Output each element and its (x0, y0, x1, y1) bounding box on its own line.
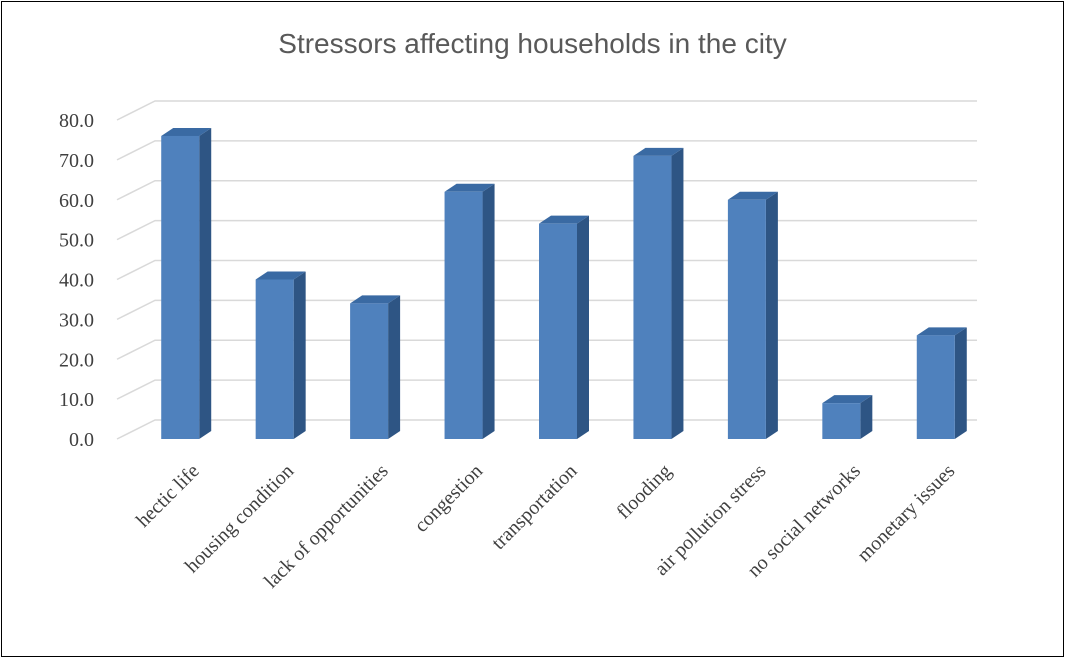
bar (539, 215, 589, 439)
y-tick-label: 10.0 (59, 389, 94, 411)
chart-title: Stressors affecting households in the ci… (278, 28, 787, 59)
y-tick-label: 40.0 (59, 270, 94, 292)
y-tick-label: 20.0 (59, 349, 94, 371)
x-category-label: transportation (487, 460, 581, 554)
bar-side (954, 327, 967, 439)
bar (633, 147, 684, 439)
gridline (116, 259, 977, 281)
bar-top (916, 327, 967, 336)
gridline (116, 219, 977, 241)
bar-front (727, 199, 766, 439)
gridline (116, 339, 977, 360)
bar-top (255, 271, 306, 280)
bar (916, 327, 967, 439)
bar-side (577, 215, 589, 439)
bar (255, 271, 306, 439)
bar-top (633, 147, 684, 156)
bar-side (482, 183, 495, 439)
gridline (116, 379, 977, 400)
bar (727, 191, 778, 439)
bar-side (199, 127, 212, 439)
bar-front (633, 155, 672, 439)
bar-front (161, 135, 200, 439)
bar-top (822, 395, 873, 404)
y-axis-ticks: 0.0 10.0 20.0 30.0 40.0 50.0 60.0 70.0 80.0 (59, 110, 94, 451)
bar-front (255, 279, 294, 439)
y-tick-label: 80.0 (59, 110, 94, 132)
gridline (116, 419, 977, 440)
bar-top (539, 215, 589, 224)
bar-top (444, 183, 495, 192)
bar-front (539, 223, 577, 439)
bar-front (444, 191, 483, 439)
bar-front (350, 303, 389, 439)
y-tick-label: 50.0 (59, 230, 94, 252)
y-tick-label: 30.0 (59, 309, 94, 331)
bar-top (161, 127, 212, 136)
bar-side (388, 295, 401, 439)
x-category-label: congestion (410, 460, 487, 537)
x-category-label: hectic life (132, 460, 204, 532)
y-tick-label: 70.0 (59, 150, 94, 172)
gridlines (116, 100, 977, 440)
bar-top (350, 295, 401, 304)
y-tick-label: 0.0 (69, 429, 94, 451)
bar-side (293, 271, 306, 439)
bar (822, 395, 873, 439)
gridline (116, 100, 977, 121)
gridline (116, 180, 977, 201)
bar-front (822, 403, 861, 439)
bars (161, 127, 967, 439)
x-category-label: monetary issues (853, 460, 959, 566)
bar-front (916, 335, 955, 439)
bar (161, 127, 212, 439)
bar (444, 183, 495, 439)
y-tick-label: 60.0 (59, 190, 94, 212)
bar-side (860, 395, 873, 439)
bar-side (765, 191, 778, 439)
gridline (116, 299, 977, 321)
bar-side (671, 147, 684, 439)
bar-top (727, 191, 778, 200)
x-category-label: flooding (612, 460, 675, 523)
gridline (116, 140, 977, 161)
bar (350, 295, 401, 439)
